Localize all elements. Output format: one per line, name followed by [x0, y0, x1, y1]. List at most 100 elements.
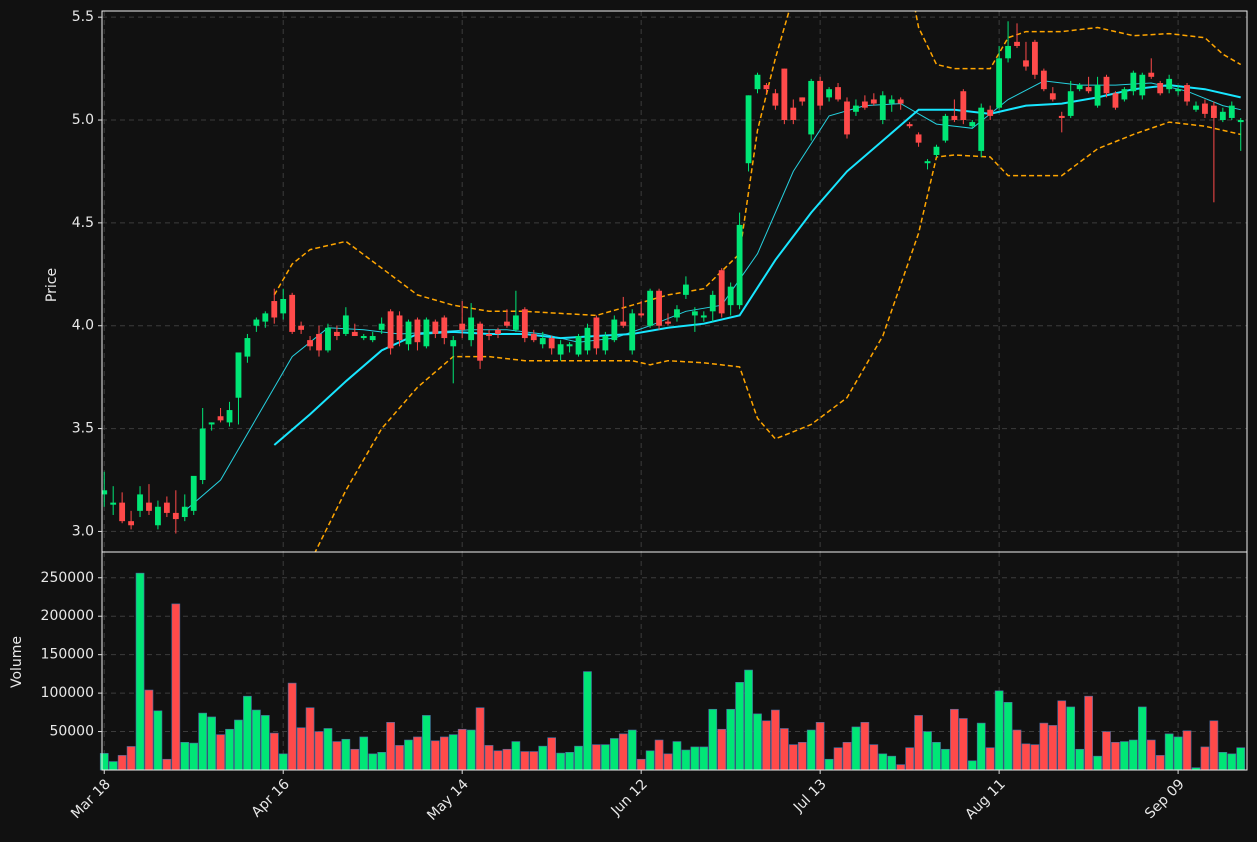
candle-body [110, 502, 117, 505]
candle-body [486, 333, 492, 337]
volume-bar [1039, 722, 1049, 771]
volume-bar [99, 753, 109, 771]
volume-bar [431, 740, 440, 771]
candle-body [870, 99, 877, 104]
candle-body [102, 490, 108, 495]
volume-bar [609, 738, 619, 771]
candle-body [181, 506, 188, 518]
candle-body [1202, 103, 1208, 114]
candle-body [316, 333, 322, 351]
volume-bar [556, 752, 565, 771]
y-tick-label: 5.5 [72, 9, 94, 25]
volume-bar [878, 753, 888, 771]
candle-body [915, 134, 922, 143]
y-tick-label: 4.5 [72, 215, 94, 231]
candle-body [665, 321, 671, 324]
candle-body [1121, 89, 1128, 100]
volume-bar [529, 751, 539, 771]
volume-bar [815, 722, 825, 771]
candle-body [351, 331, 358, 337]
y-tick-label: 4.0 [72, 318, 94, 334]
candle-body [468, 317, 475, 341]
candle-body [1184, 85, 1190, 102]
candle-body [933, 146, 940, 155]
candle-body [584, 327, 591, 351]
candle-body [1148, 72, 1155, 77]
volume-bar [1182, 730, 1192, 771]
candle-body [244, 338, 251, 357]
volume-bar [350, 748, 360, 771]
candle-body [566, 344, 573, 347]
candle-body [924, 161, 931, 164]
volume-bar [1030, 744, 1040, 771]
candle-body [1067, 91, 1074, 116]
volume-bar [323, 728, 333, 771]
volume-bar [439, 736, 449, 771]
volume-tick-label: 250000 [41, 570, 94, 586]
volume-bar [699, 746, 709, 771]
volume-bar [914, 715, 923, 771]
candle-body [808, 80, 815, 135]
volume-bar [797, 742, 807, 771]
volume-bar [735, 682, 744, 771]
volume-bar [869, 744, 879, 771]
candle-body [691, 311, 698, 316]
candle-body [405, 321, 412, 345]
volume-bar [753, 713, 762, 771]
candle-body [1085, 87, 1092, 92]
volume-bar [144, 689, 154, 771]
candle-body [128, 521, 134, 526]
candle-body [602, 336, 609, 351]
candle-body [817, 80, 824, 106]
volume-bar [1111, 742, 1120, 771]
volume-bar [565, 752, 574, 771]
candle-body [262, 313, 269, 322]
volume-bar [896, 764, 906, 771]
candle-body [683, 284, 689, 295]
volume-bar [842, 742, 852, 771]
volume-bar [252, 709, 261, 771]
volume-bar [645, 750, 655, 771]
candle-body [137, 494, 143, 511]
candle-body [369, 336, 376, 341]
volume-bar [788, 744, 798, 771]
volume-bar [475, 707, 485, 771]
volume-bar [296, 727, 306, 771]
candle-body [477, 323, 483, 361]
volume-bar [287, 682, 297, 771]
volume-bar [574, 745, 583, 771]
volume-bar [824, 758, 834, 771]
volume-bar [1102, 731, 1111, 771]
candle-body [1193, 105, 1199, 110]
volume-bar [314, 731, 324, 771]
candle-body [217, 416, 224, 421]
volume-bar [1173, 736, 1183, 771]
candle-body [190, 475, 197, 511]
candle-body [772, 93, 779, 106]
candle-body [307, 340, 313, 347]
candle-body [745, 95, 752, 164]
volume-bar [932, 742, 941, 771]
candle-body [271, 301, 278, 318]
candle-body [987, 109, 994, 116]
y-tick-label: 3.5 [72, 421, 94, 437]
candle-body [495, 329, 501, 334]
volume-bar [1057, 700, 1067, 771]
volume-bar [958, 718, 968, 771]
volume-bar [234, 719, 243, 771]
volume-tick-label: 50000 [49, 724, 94, 740]
volume-bar [1146, 739, 1156, 771]
volume-bar [726, 708, 735, 771]
candle-body [1014, 41, 1020, 46]
volume-bar [627, 729, 637, 771]
candle-body [879, 95, 886, 121]
volume-bar [538, 745, 548, 771]
volume-bar [260, 715, 270, 771]
candle-body [530, 333, 537, 341]
volume-bar [243, 695, 252, 771]
candle-body [504, 321, 510, 326]
candle-body [709, 294, 716, 312]
candle-body [1058, 115, 1065, 118]
candle-body [638, 313, 645, 316]
